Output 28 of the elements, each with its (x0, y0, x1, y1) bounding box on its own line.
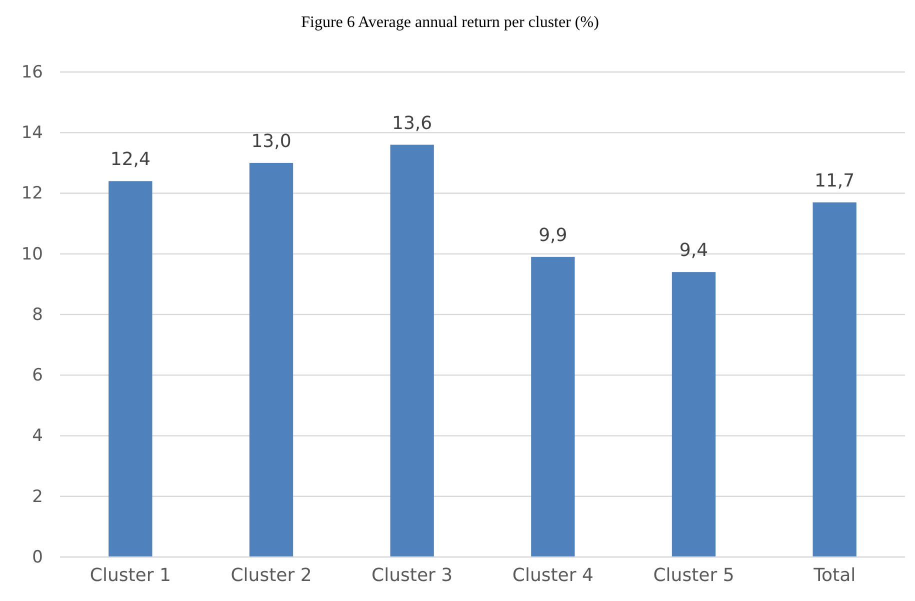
y-tick-label: 4 (32, 426, 43, 446)
y-tick-label: 2 (32, 486, 43, 507)
x-tick-label: Total (812, 564, 856, 586)
data-label: 13,0 (251, 130, 292, 152)
bar (249, 162, 294, 557)
y-tick-label: 14 (21, 123, 43, 144)
x-tick-label: Cluster 1 (90, 564, 171, 586)
bar (108, 181, 152, 557)
bar (390, 144, 434, 557)
data-label: 9,4 (679, 240, 708, 262)
data-label: 13,6 (392, 112, 432, 134)
x-tick-label: Cluster 4 (512, 564, 594, 586)
y-tick-label: 6 (32, 366, 43, 386)
y-tick-label: 0 (32, 547, 43, 568)
x-tick-label: Cluster 5 (653, 564, 734, 586)
data-label: 12,4 (110, 149, 150, 170)
bar (672, 272, 716, 557)
bar (531, 256, 575, 557)
y-tick-label: 10 (21, 244, 43, 264)
data-label: 11,7 (814, 170, 855, 192)
bar (812, 202, 856, 557)
x-tick-label: Cluster 3 (372, 564, 453, 586)
x-tick-label: Cluster 2 (230, 564, 312, 586)
y-tick-label: 16 (21, 62, 43, 82)
data-label: 9,9 (538, 224, 568, 246)
chart-title: Figure 6 Average annual return per cluster (%) (301, 14, 599, 31)
y-tick-label: 12 (21, 184, 43, 204)
y-tick-label: 8 (32, 304, 43, 325)
